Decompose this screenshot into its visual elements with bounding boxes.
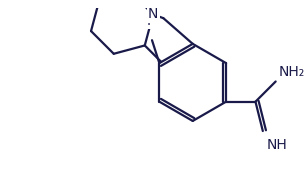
Text: N: N bbox=[148, 7, 158, 21]
Text: NH: NH bbox=[267, 138, 287, 152]
Text: F: F bbox=[146, 14, 154, 28]
Text: NH₂: NH₂ bbox=[278, 65, 304, 79]
